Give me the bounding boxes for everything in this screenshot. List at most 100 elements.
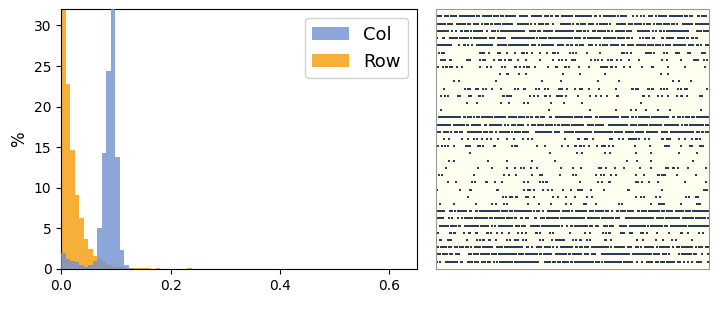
Point	[462, 194, 474, 199]
Point	[472, 43, 484, 48]
Point	[644, 209, 656, 214]
Point	[605, 21, 616, 26]
Point	[593, 7, 605, 12]
Point	[640, 36, 652, 40]
Point	[703, 21, 714, 26]
Point	[612, 28, 624, 33]
Point	[585, 259, 597, 264]
Point	[446, 209, 457, 214]
Point	[477, 238, 489, 243]
Point	[536, 173, 548, 178]
Point	[598, 216, 610, 221]
Point	[674, 43, 685, 48]
Point	[679, 28, 690, 33]
Point	[634, 129, 646, 134]
Point	[600, 21, 612, 26]
Point	[642, 43, 654, 48]
Point	[665, 7, 676, 12]
Point	[456, 36, 468, 40]
Point	[580, 7, 591, 12]
Point	[596, 122, 608, 127]
Point	[648, 7, 660, 12]
Point	[685, 79, 697, 84]
Point	[687, 43, 698, 48]
Point	[484, 14, 495, 19]
Point	[485, 216, 496, 221]
Point	[647, 223, 658, 228]
Point	[671, 245, 683, 250]
Point	[626, 21, 637, 26]
Point	[621, 36, 633, 40]
Point	[482, 230, 493, 235]
Point	[685, 223, 696, 228]
Point	[653, 115, 665, 120]
Point	[438, 209, 450, 214]
Point	[432, 122, 444, 127]
Point	[526, 115, 537, 120]
Point	[516, 245, 528, 250]
Point	[622, 187, 634, 192]
Point	[646, 151, 657, 156]
Point	[580, 252, 592, 257]
Point	[636, 43, 647, 48]
Point	[590, 14, 601, 19]
Point	[484, 245, 495, 250]
Point	[606, 36, 617, 40]
Point	[457, 245, 469, 250]
Point	[693, 245, 704, 250]
Point	[607, 65, 618, 70]
Point	[690, 122, 702, 127]
Point	[660, 14, 672, 19]
Point	[495, 259, 507, 264]
Point	[662, 72, 674, 77]
Point	[546, 223, 557, 228]
Point	[430, 223, 441, 228]
Point	[611, 259, 622, 264]
Point	[501, 238, 513, 243]
Point	[450, 28, 462, 33]
Point	[634, 7, 646, 12]
Point	[636, 115, 647, 120]
Point	[573, 137, 585, 142]
Point	[590, 122, 601, 127]
Point	[683, 230, 694, 235]
Point	[457, 122, 469, 127]
Point	[630, 129, 642, 134]
Point	[495, 223, 507, 228]
Point	[568, 216, 580, 221]
Point	[633, 21, 644, 26]
Point	[621, 28, 633, 33]
Point	[692, 259, 703, 264]
Point	[509, 144, 521, 149]
Point	[477, 14, 489, 19]
Point	[677, 209, 688, 214]
Point	[510, 238, 521, 243]
Point	[500, 57, 511, 62]
Point	[636, 252, 647, 257]
Point	[448, 79, 459, 84]
Point	[665, 223, 677, 228]
Point	[676, 14, 688, 19]
Point	[631, 252, 642, 257]
Point	[518, 100, 530, 105]
Point	[644, 50, 656, 55]
Point	[591, 129, 603, 134]
Point	[629, 21, 640, 26]
Point	[507, 209, 518, 214]
Point	[521, 115, 533, 120]
Point	[621, 7, 632, 12]
Point	[513, 28, 525, 33]
Point	[629, 216, 640, 221]
Point	[616, 245, 628, 250]
Point	[690, 259, 702, 264]
Point	[673, 216, 685, 221]
Point	[459, 43, 471, 48]
Point	[454, 115, 466, 120]
Point	[468, 7, 480, 12]
Point	[570, 122, 581, 127]
Point	[580, 137, 591, 142]
Point	[475, 36, 487, 40]
Point	[487, 209, 499, 214]
Point	[441, 165, 452, 170]
Point	[448, 14, 459, 19]
